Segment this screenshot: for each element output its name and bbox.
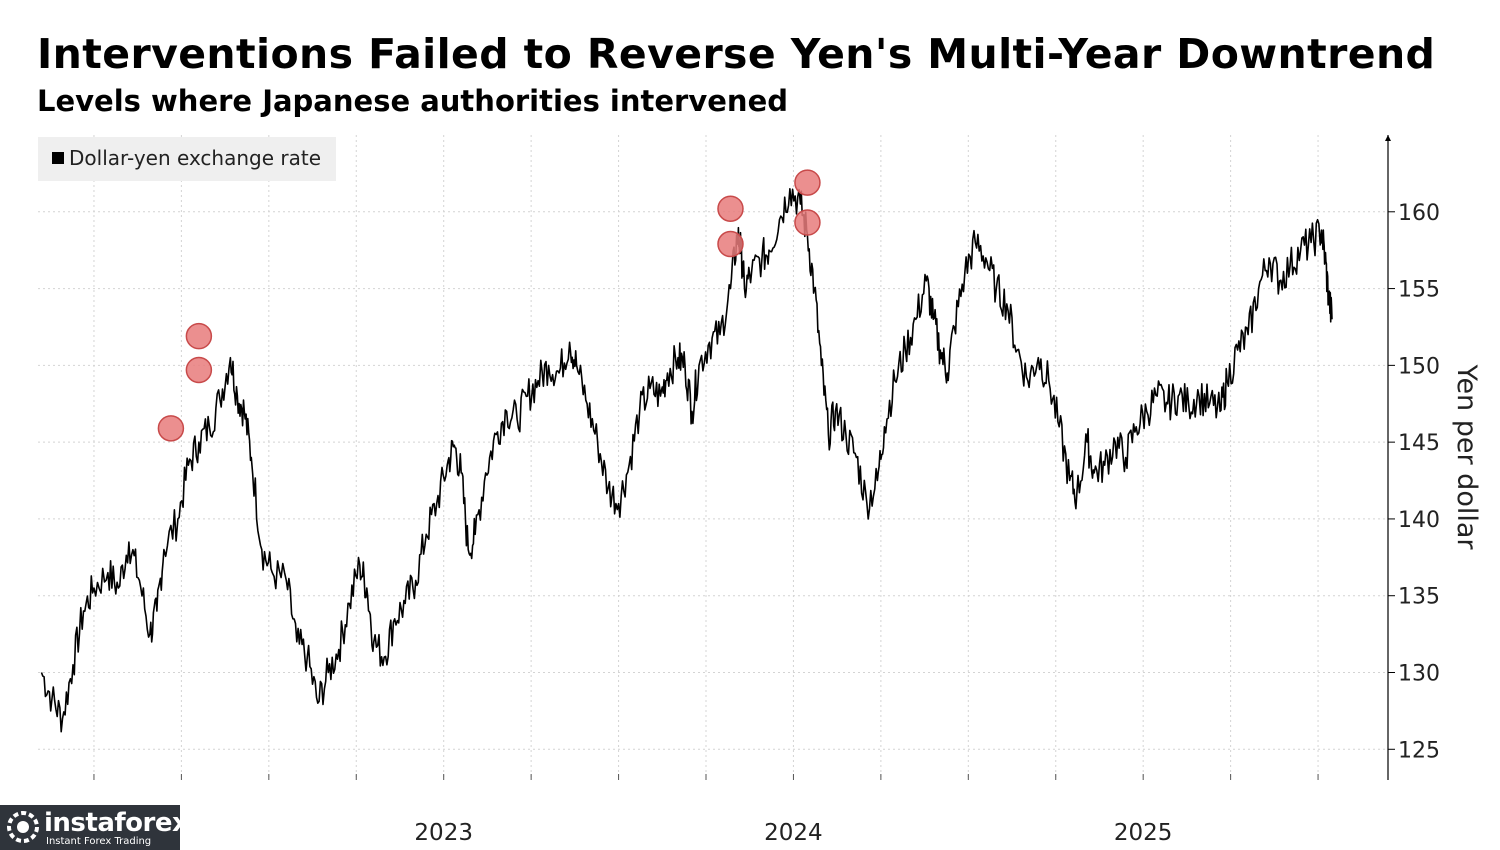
y-tick-label: 145 xyxy=(1398,431,1440,456)
intervention-marker xyxy=(185,322,213,350)
y-tick-label: 130 xyxy=(1398,662,1440,687)
grid-lines xyxy=(38,135,1388,780)
legend-label: Dollar-yen exchange rate xyxy=(69,146,322,170)
series-layer xyxy=(40,188,1333,733)
watermark: instaforex Instant Forex Trading xyxy=(0,805,189,850)
legend: Dollar-yen exchange rate xyxy=(38,137,336,181)
x-tick-label: 2025 xyxy=(1114,820,1173,846)
y-axis-arrow xyxy=(1385,135,1391,141)
intervention-marker xyxy=(157,415,185,442)
y-tick-label: 125 xyxy=(1398,738,1440,763)
intervention-marker xyxy=(717,195,744,222)
intervention-marker xyxy=(185,356,213,384)
x-tick-label: 2023 xyxy=(414,820,473,846)
instaforex-logo-icon xyxy=(7,811,39,843)
y-tick-label: 160 xyxy=(1398,201,1440,226)
intervention-marker xyxy=(794,209,821,236)
axes: 1251301351401451501551602022202320242025… xyxy=(65,135,1482,846)
watermark-name: instaforex xyxy=(44,808,189,838)
chart-title: Interventions Failed to Reverse Yen's Mu… xyxy=(37,30,1436,78)
intervention-marker xyxy=(717,230,744,258)
y-tick-label: 150 xyxy=(1398,354,1440,379)
y-tick-label: 135 xyxy=(1398,585,1440,610)
y-axis-label: Yen per dollar xyxy=(1451,364,1482,551)
chart-subtitle: Levels where Japanese authorities interv… xyxy=(37,84,788,118)
y-tick-label: 155 xyxy=(1398,278,1440,303)
y-tick-label: 140 xyxy=(1398,508,1440,533)
x-tick-label: 2024 xyxy=(764,820,823,846)
series-line-dollar-yen xyxy=(40,188,1333,733)
intervention-markers xyxy=(157,169,821,442)
intervention-marker xyxy=(794,169,821,196)
legend-swatch xyxy=(52,152,64,164)
watermark-tagline: Instant Forex Trading xyxy=(46,836,152,847)
